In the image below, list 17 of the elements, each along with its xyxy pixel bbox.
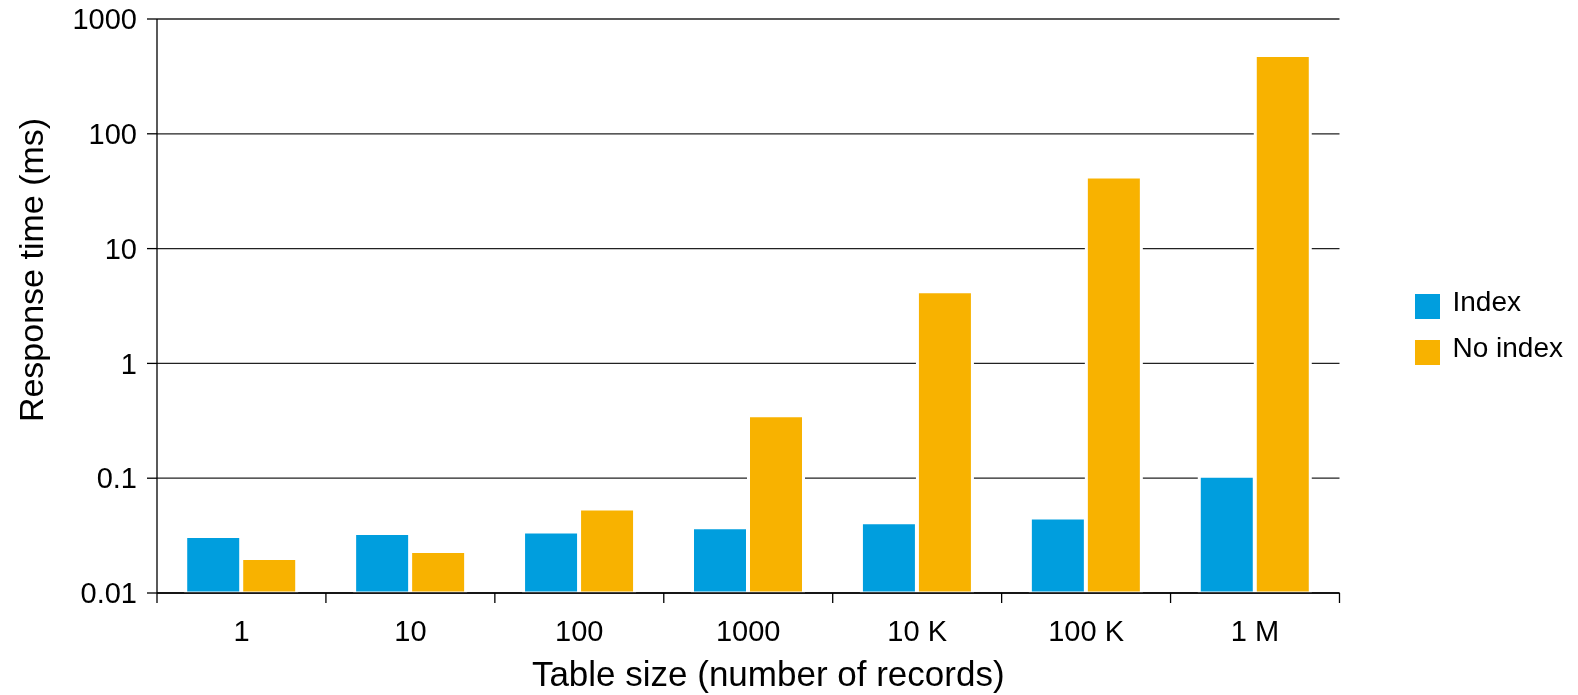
y-tick-label: 1000 bbox=[72, 3, 137, 36]
x-tick-label: 100 K bbox=[1048, 614, 1125, 647]
x-tick-label: 1000 bbox=[715, 614, 781, 647]
x-tick-label: 1 M bbox=[1230, 614, 1280, 647]
y-axis-title: Response time (ms) bbox=[12, 117, 50, 423]
y-tick-label: 100 bbox=[88, 118, 137, 151]
y-tick-label: 0.01 bbox=[80, 577, 137, 610]
legend-label: No index bbox=[1452, 332, 1563, 363]
y-tick-label: 1 bbox=[120, 347, 137, 380]
y-tick-label: 10 bbox=[104, 232, 137, 265]
x-tick-label: 1 bbox=[233, 614, 250, 647]
x-tick-label: 10 K bbox=[887, 614, 948, 647]
y-tick-label: 0.1 bbox=[96, 462, 137, 495]
x-tick-label: 10 bbox=[394, 614, 427, 647]
x-axis-title: Table size (number of records) bbox=[531, 654, 1005, 693]
legend-label: Index bbox=[1452, 286, 1521, 317]
x-tick-label: 100 bbox=[555, 614, 604, 647]
